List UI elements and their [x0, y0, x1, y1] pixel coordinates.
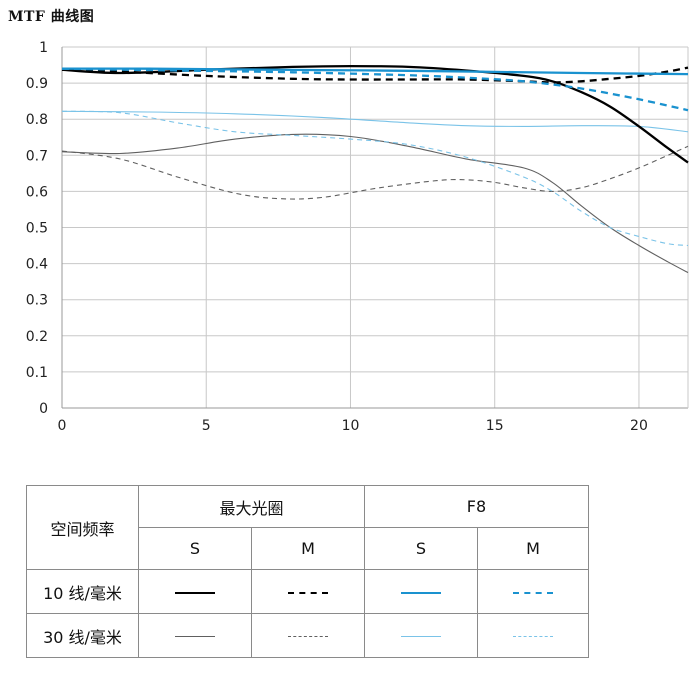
y-tick-label: 0: [39, 401, 48, 417]
row-10lpmm-label: 10 线/毫米: [26, 569, 139, 614]
legend-10-max-m-line: [288, 591, 328, 594]
max-aperture-s-header: S: [138, 527, 252, 570]
y-tick-label: 0.3: [26, 293, 48, 309]
legend-table: 空间频率 最大光圈 F8 S M S M 10 线/毫米 30 线/毫米: [26, 485, 589, 658]
x-tick-label: 10: [342, 418, 360, 434]
series-30-max-aperture-m-line: [61, 145, 689, 200]
y-tick-label: 0.1: [26, 365, 48, 381]
series-30-f8-m-line: [61, 110, 689, 247]
x-tick-label: 15: [486, 418, 504, 434]
y-tick-label: 0.8: [26, 112, 48, 128]
series-30-f8-s-line: [61, 110, 689, 133]
max-aperture-m-header: M: [251, 527, 365, 570]
legend-30-max-s-line: [175, 636, 215, 637]
y-tick-label: 0.5: [26, 221, 48, 237]
series-10-f8-m-line: [61, 67, 689, 112]
legend-10-f8-s-line: [401, 591, 441, 594]
series-10-f8-s-line: [61, 67, 689, 76]
series-30-max-aperture-s-line: [61, 133, 689, 274]
legend-10-f8-m-line: [513, 591, 553, 594]
legend-30-f8-s-line: [401, 636, 441, 637]
x-tick-label: 20: [630, 418, 648, 434]
y-tick-label: 0.7: [26, 148, 48, 164]
y-tick-label: 0.9: [26, 76, 48, 92]
legend-10-max-s-line: [175, 591, 215, 594]
f8-header: F8: [364, 485, 589, 528]
legend-30-max-m-line: [288, 636, 328, 637]
x-tick-label: 0: [58, 418, 67, 434]
y-tick-label: 0.2: [26, 329, 48, 345]
series-10-max-aperture-m-line: [61, 66, 689, 84]
legend-30-f8-m-line: [513, 636, 553, 637]
chart-title: MTF 曲线图: [8, 9, 95, 25]
max-aperture-header: 最大光圈: [138, 485, 365, 528]
f8-m-header: M: [477, 527, 589, 570]
row-30lpmm-label: 30 线/毫米: [26, 613, 139, 658]
x-tick-label: 5: [202, 418, 211, 434]
y-tick-label: 0.6: [26, 184, 48, 200]
y-tick-label: 0.4: [26, 257, 48, 273]
mtf-chart: 00.10.20.30.40.50.60.70.80.910 5 10 15 20: [26, 40, 689, 434]
spatial-frequency-header: 空间频率: [26, 485, 139, 570]
y-tick-label: 1: [39, 40, 48, 56]
f8-s-header: S: [364, 527, 478, 570]
